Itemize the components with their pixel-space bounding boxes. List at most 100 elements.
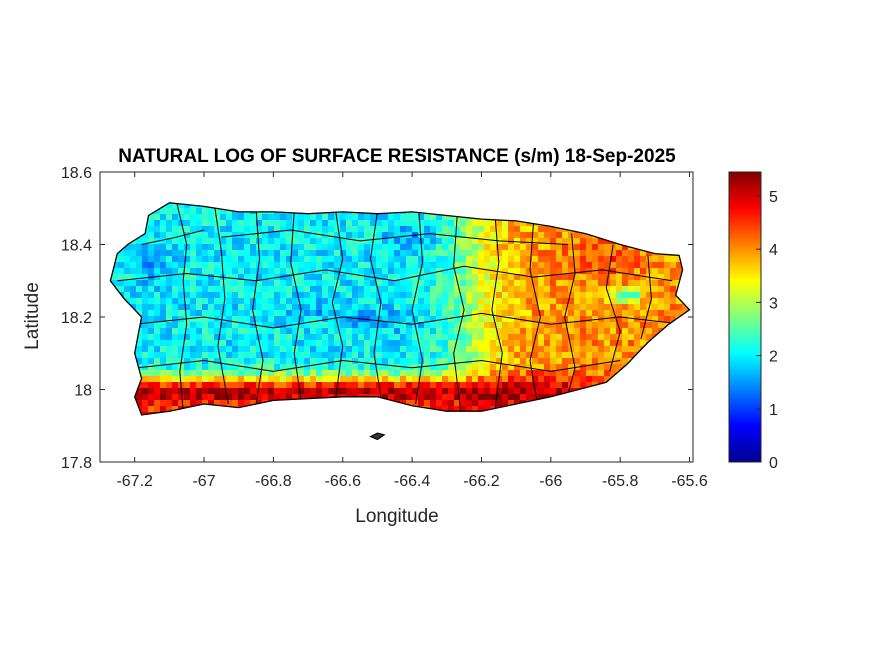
heatmap-cell [448,220,455,227]
heatmap-cell [316,286,323,293]
x-tick-label: -66.8 [255,473,292,490]
heatmap-cell [214,328,221,335]
heatmap-cell [598,268,605,275]
heatmap-cell [124,286,131,293]
heatmap-cell [154,292,161,299]
heatmap-cell [262,358,269,365]
heatmap-cell [358,244,365,251]
heatmap-cell [352,256,359,263]
heatmap-cell [364,376,371,383]
heatmap-cell [208,238,215,245]
heatmap-cell [418,340,425,347]
heatmap-cell [184,358,191,365]
heatmap-cell [436,358,443,365]
heatmap-cell [310,322,317,329]
heatmap-cell [274,334,281,341]
heatmap-cell [592,364,599,371]
heatmap-cell [166,298,173,305]
municipality-boundary [252,208,264,405]
heatmap-cell [166,256,173,263]
heatmap-cell [556,244,563,251]
heatmap-cell [208,226,215,233]
heatmap-cell [208,364,215,371]
heatmap-cell [148,244,155,251]
heatmap-cell [460,274,467,281]
heatmap-cell [664,268,671,275]
heatmap-cell [316,244,323,251]
heatmap-cell [214,346,221,353]
heatmap-cell [232,352,239,359]
municipality-boundary [134,312,683,329]
heatmap-cell [640,286,647,293]
heatmap-cell [424,214,431,221]
heatmap-cell [376,346,383,353]
heatmap-cell [262,298,269,305]
heatmap-cell [262,268,269,275]
heatmap-cell [466,250,473,257]
heatmap-cell [466,382,473,389]
heatmap-cell [400,316,407,323]
heatmap-cell [250,244,257,251]
heatmap-cell [472,382,479,389]
heatmap-cell [316,346,323,353]
heatmap-cell [364,328,371,335]
heatmap-cell [538,274,545,281]
heatmap-cell [418,232,425,239]
heatmap-cell [268,220,275,227]
heatmap-cell [280,382,287,389]
heatmap-cell [346,316,353,323]
heatmap-cell [478,394,485,401]
heatmap-cell [436,292,443,299]
heatmap-cell [454,352,461,359]
heatmap-cell [490,376,497,383]
heatmap-cell [178,328,185,335]
heatmap-cell [382,226,389,233]
heatmap-cell [214,340,221,347]
heatmap-cell [418,298,425,305]
heatmap-cell [490,310,497,317]
heatmap-cell [196,304,203,311]
heatmap-cell [580,322,587,329]
heatmap-cell [160,208,167,215]
heatmap-cell [664,280,671,287]
heatmap-cell [526,244,533,251]
heatmap-cell [514,364,521,371]
heatmap-cell [190,244,197,251]
heatmap-cell [268,268,275,275]
heatmap-cell [214,232,221,239]
heatmap-cell [262,286,269,293]
heatmap-cell [292,292,299,299]
heatmap-cell [280,340,287,347]
heatmap-cell [160,244,167,251]
heatmap-cell [352,292,359,299]
heatmap-cell [256,346,263,353]
heatmap-cell [640,304,647,311]
heatmap-cell [328,322,335,329]
heatmap-cell [412,262,419,269]
heatmap-cell [154,382,161,389]
heatmap-cell [514,226,521,233]
heatmap-cell [538,286,545,293]
heatmap-cell [508,370,515,377]
heatmap-cell [574,268,581,275]
heatmap-cell [508,292,515,299]
heatmap-cell [202,208,209,215]
heatmap-cell [580,256,587,263]
heatmap-cell [322,250,329,257]
heatmap-cell [604,250,611,257]
heatmap-cell [280,304,287,311]
heatmap-cell [334,304,341,311]
heatmap-cell [418,214,425,221]
heatmap-cell [148,388,155,395]
heatmap-cell [526,334,533,341]
heatmap-cell [610,334,617,341]
heatmap-cell [130,262,137,269]
heatmap-cell [442,376,449,383]
heatmap-cell [172,298,179,305]
heatmap-cell [622,304,629,311]
heatmap-cell [472,346,479,353]
heatmap-cell [142,340,149,347]
heatmap-cell [250,370,257,377]
heatmap-cell [256,364,263,371]
heatmap-cell [148,232,155,239]
